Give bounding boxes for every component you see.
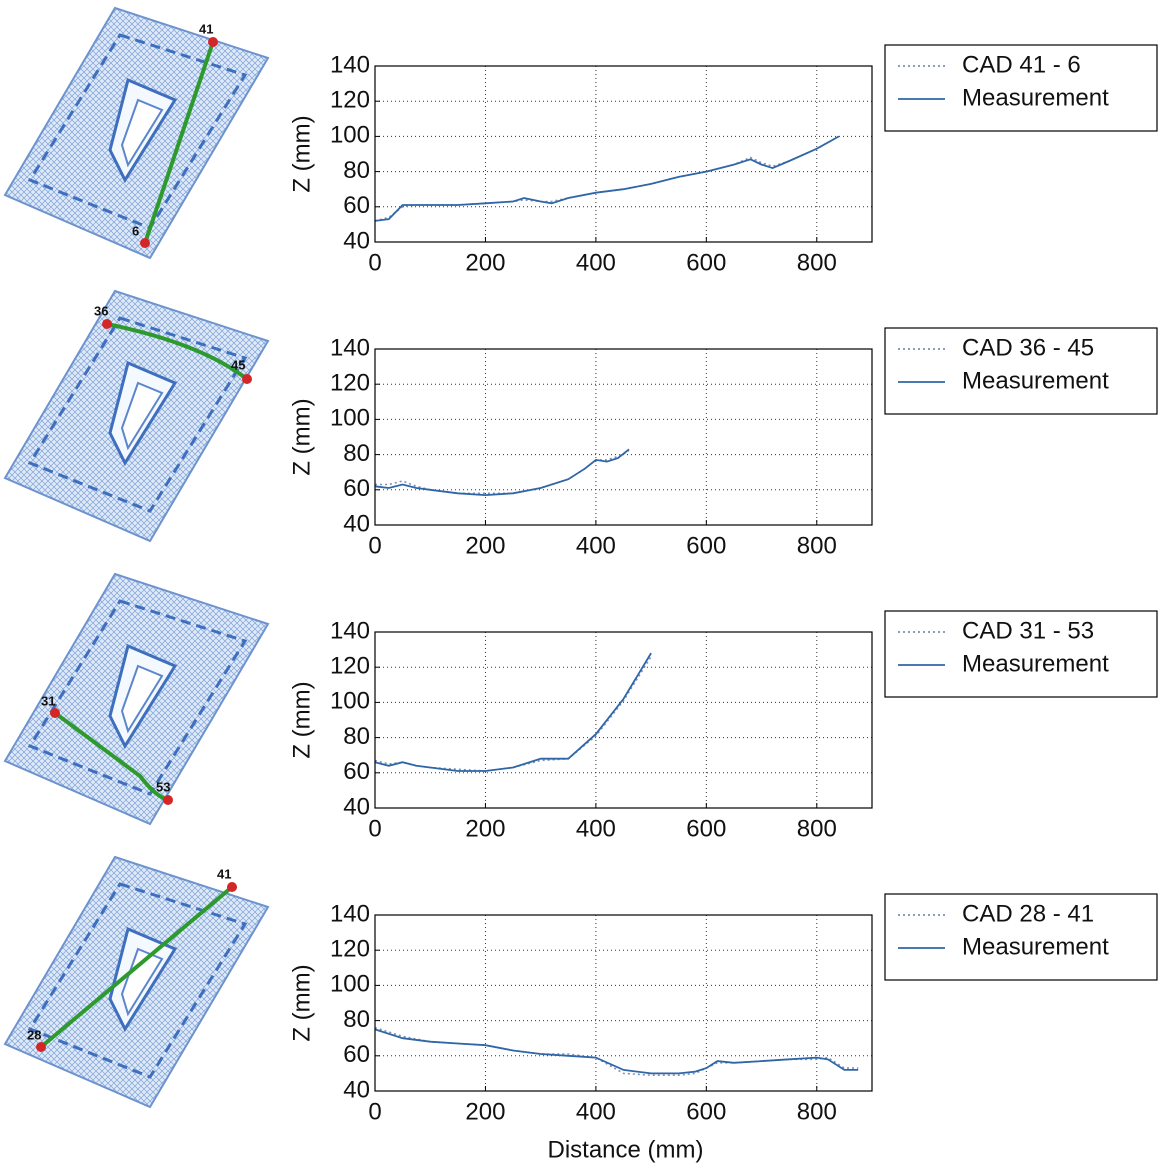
x-tick-label: 200 (465, 532, 505, 559)
y-tick-label: 100 (330, 405, 370, 432)
legend-label: CAD 31 - 53 (962, 617, 1094, 644)
x-axis-label: Distance (mm) (547, 1136, 703, 1163)
y-axis-label: Z (mm) (288, 681, 315, 758)
x-tick-label: 600 (686, 532, 726, 559)
mesh-panel: 41 28 (5, 857, 268, 1107)
x-tick-label: 400 (576, 815, 616, 842)
y-tick-label: 100 (330, 971, 370, 998)
y-tick-label: 80 (343, 723, 370, 750)
plot-area (375, 915, 872, 1091)
legend-label: CAD 28 - 41 (962, 900, 1094, 927)
mesh-panel: 36 45 (5, 291, 268, 541)
legend-label: CAD 36 - 45 (962, 334, 1094, 361)
mesh-panel: 31 53 (5, 574, 268, 824)
y-tick-label: 60 (343, 475, 370, 502)
figure: 41 6 36 45 31 53 41 28 40608010012014002… (0, 0, 1162, 1171)
page: 41 6 36 45 31 53 41 28 40608010012014002… (0, 0, 1162, 1171)
x-tick-label: 600 (686, 1098, 726, 1125)
plot-area (375, 632, 872, 808)
plot-area (375, 66, 872, 242)
y-tick-label: 60 (343, 1041, 370, 1068)
point-label: 36 (94, 303, 108, 318)
y-tick-label: 80 (343, 1006, 370, 1033)
x-tick-label: 200 (465, 249, 505, 276)
x-tick-label: 0 (368, 532, 381, 559)
y-tick-label: 120 (330, 653, 370, 680)
mesh-panel: 41 6 (5, 8, 268, 258)
point-label: 41 (199, 21, 213, 36)
y-tick-label: 120 (330, 370, 370, 397)
point-label: 31 (41, 693, 55, 708)
legend-label: Measurement (962, 650, 1109, 677)
y-tick-label: 140 (330, 617, 370, 644)
point-label: 41 (217, 866, 231, 881)
y-tick-label: 140 (330, 51, 370, 78)
x-tick-label: 800 (797, 532, 837, 559)
point-label: 45 (231, 357, 245, 372)
legend-label: Measurement (962, 84, 1109, 111)
y-tick-label: 100 (330, 688, 370, 715)
y-tick-label: 40 (343, 227, 370, 254)
y-axis-label: Z (mm) (288, 398, 315, 475)
x-tick-label: 0 (368, 249, 381, 276)
y-tick-label: 120 (330, 936, 370, 963)
y-tick-label: 40 (343, 793, 370, 820)
x-tick-label: 0 (368, 1098, 381, 1125)
y-tick-label: 80 (343, 157, 370, 184)
x-tick-label: 800 (797, 1098, 837, 1125)
x-tick-label: 200 (465, 815, 505, 842)
y-tick-label: 140 (330, 334, 370, 361)
point-label: 6 (132, 223, 139, 238)
y-axis-label: Z (mm) (288, 964, 315, 1041)
y-tick-label: 60 (343, 192, 370, 219)
x-tick-label: 600 (686, 249, 726, 276)
x-tick-label: 800 (797, 815, 837, 842)
x-tick-label: 600 (686, 815, 726, 842)
y-tick-label: 140 (330, 900, 370, 927)
plot-area (375, 349, 872, 525)
x-tick-label: 400 (576, 249, 616, 276)
y-tick-label: 40 (343, 1076, 370, 1103)
legend-label: Measurement (962, 933, 1109, 960)
x-tick-label: 400 (576, 1098, 616, 1125)
y-tick-label: 120 (330, 87, 370, 114)
x-tick-label: 200 (465, 1098, 505, 1125)
point-label: 28 (27, 1027, 41, 1042)
y-tick-label: 60 (343, 758, 370, 785)
y-axis-label: Z (mm) (288, 115, 315, 192)
y-tick-label: 40 (343, 510, 370, 537)
legend-label: CAD 41 - 6 (962, 51, 1081, 78)
y-tick-label: 100 (330, 122, 370, 149)
x-tick-label: 0 (368, 815, 381, 842)
legend-label: Measurement (962, 367, 1109, 394)
x-tick-label: 800 (797, 249, 837, 276)
point-label: 53 (156, 779, 170, 794)
y-tick-label: 80 (343, 440, 370, 467)
x-tick-label: 400 (576, 532, 616, 559)
